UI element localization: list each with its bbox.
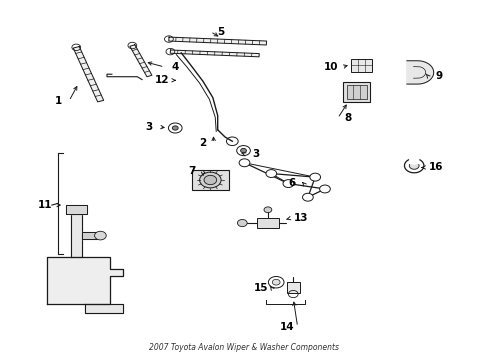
Circle shape: [239, 159, 249, 167]
Circle shape: [199, 172, 221, 188]
Text: 2: 2: [199, 139, 206, 148]
Text: 3: 3: [252, 149, 259, 159]
Circle shape: [309, 173, 320, 181]
Circle shape: [302, 193, 313, 201]
Text: 16: 16: [428, 162, 443, 172]
Text: 15: 15: [253, 283, 268, 293]
Text: 5: 5: [217, 27, 224, 36]
Circle shape: [272, 279, 280, 285]
Polygon shape: [85, 304, 122, 313]
Polygon shape: [408, 165, 418, 169]
Circle shape: [240, 148, 246, 153]
Circle shape: [265, 170, 276, 177]
Bar: [256, 218, 278, 228]
Circle shape: [283, 180, 293, 188]
Bar: [346, 85, 366, 99]
Circle shape: [172, 126, 178, 130]
Text: 9: 9: [434, 71, 441, 81]
Polygon shape: [71, 214, 81, 257]
Text: 14: 14: [279, 322, 294, 332]
Text: 12: 12: [154, 75, 168, 85]
Circle shape: [94, 231, 106, 240]
Text: 8: 8: [344, 113, 351, 123]
Bar: [343, 82, 369, 102]
Text: 4: 4: [171, 62, 179, 72]
Text: 11: 11: [37, 200, 52, 210]
Polygon shape: [66, 205, 86, 214]
Text: 3: 3: [144, 122, 152, 132]
Polygon shape: [73, 46, 103, 102]
Text: 10: 10: [324, 62, 338, 72]
Polygon shape: [406, 61, 433, 84]
Bar: [350, 59, 372, 72]
Bar: [287, 282, 299, 293]
Text: 13: 13: [293, 213, 307, 223]
Circle shape: [237, 220, 246, 226]
Text: 1: 1: [55, 96, 61, 106]
Polygon shape: [81, 232, 96, 239]
Text: 2007 Toyota Avalon Wiper & Washer Components: 2007 Toyota Avalon Wiper & Washer Compon…: [149, 343, 339, 352]
Text: 6: 6: [288, 178, 295, 188]
Polygon shape: [168, 37, 266, 45]
Bar: [192, 170, 228, 190]
Text: 7: 7: [188, 166, 196, 176]
Polygon shape: [47, 257, 122, 304]
Circle shape: [264, 207, 271, 213]
Polygon shape: [170, 50, 259, 57]
Circle shape: [319, 185, 330, 193]
Circle shape: [203, 175, 216, 185]
Polygon shape: [130, 45, 152, 77]
